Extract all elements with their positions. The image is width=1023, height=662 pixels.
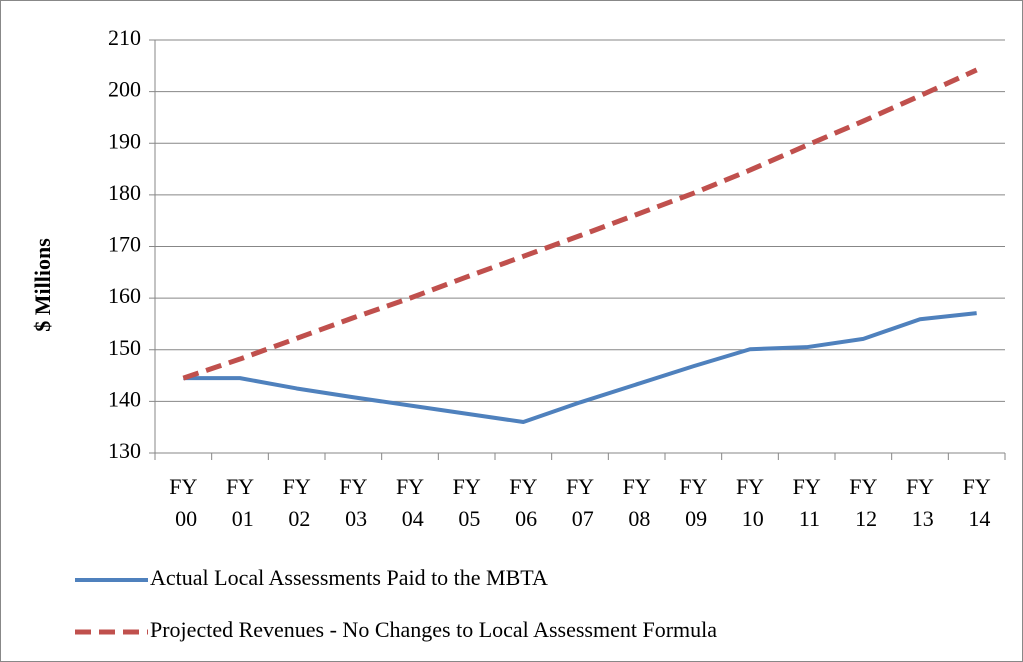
y-axis-label: $ Millions — [30, 238, 55, 332]
y-tick-label: 130 — [108, 438, 141, 463]
series-line — [183, 311, 977, 425]
x-tick-label: FY 11 — [793, 474, 821, 531]
x-tick-label: FY 03 — [339, 474, 367, 531]
y-tick-label: 200 — [108, 77, 141, 102]
x-tick-label: FY 05 — [453, 474, 481, 531]
x-tick-label: FY 06 — [509, 474, 537, 531]
x-tick-label: FY 14 — [963, 474, 991, 531]
x-tick-label: FY 12 — [849, 474, 877, 531]
y-tick-label: 160 — [108, 283, 141, 308]
x-tick-label: FY 02 — [283, 474, 311, 531]
y-tick-label: 140 — [108, 386, 141, 411]
y-tick-label: 190 — [108, 128, 141, 153]
x-tick-label: FY 07 — [566, 474, 594, 531]
x-tick-label: FY 09 — [679, 474, 707, 531]
y-tick-label: 210 — [108, 25, 141, 50]
y-tick-label: 180 — [108, 180, 141, 205]
x-tick-label: FY 08 — [623, 474, 651, 531]
legend-label: Actual Local Assessments Paid to the MBT… — [150, 565, 548, 590]
x-tick-label: FY 13 — [906, 474, 934, 531]
y-tick-label: 150 — [108, 335, 141, 360]
legend-label: Projected Revenues - No Changes to Local… — [150, 617, 717, 642]
x-tick-label: FY 00 — [169, 474, 197, 531]
x-tick-label: FY 01 — [226, 474, 254, 531]
y-tick-label: 170 — [108, 232, 141, 257]
x-tick-label: FY 10 — [736, 474, 764, 531]
series-line — [182, 67, 978, 381]
x-tick-label: FY 04 — [396, 474, 424, 531]
